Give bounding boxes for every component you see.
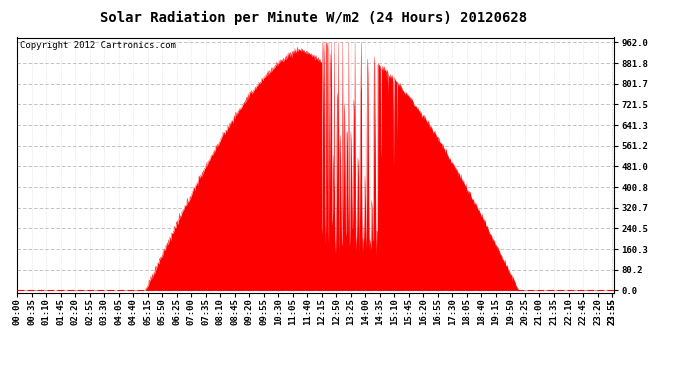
Text: Copyright 2012 Cartronics.com: Copyright 2012 Cartronics.com: [20, 41, 176, 50]
Text: Solar Radiation per Minute W/m2 (24 Hours) 20120628: Solar Radiation per Minute W/m2 (24 Hour…: [100, 11, 528, 26]
